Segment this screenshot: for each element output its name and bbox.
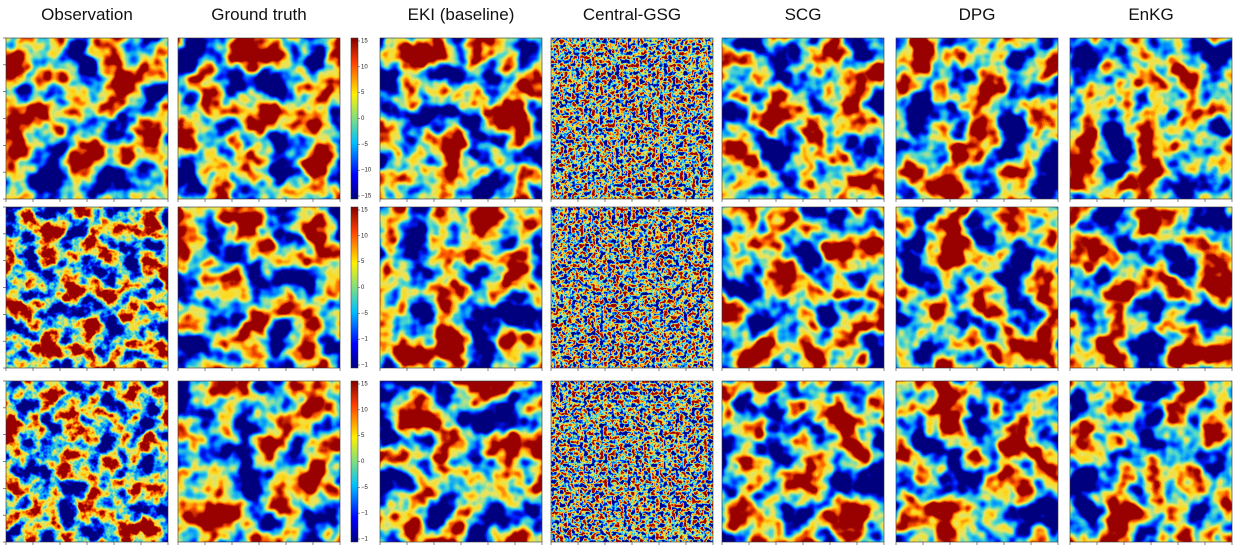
colorbar-label: −1 xyxy=(361,537,369,543)
field-image xyxy=(722,38,884,199)
field-image xyxy=(178,207,340,368)
colorbar-label: −5 xyxy=(361,311,369,317)
field-image xyxy=(178,38,340,199)
colorbar-label: 0 xyxy=(361,285,365,291)
colorbar-label: −15 xyxy=(361,194,372,200)
colorbar-label: 5 xyxy=(361,90,365,96)
column-title: EKI (baseline) xyxy=(408,5,515,24)
colorbar-label: 15 xyxy=(361,39,368,45)
colorbar-label: 0 xyxy=(361,116,365,122)
field-image xyxy=(722,207,884,368)
field-image xyxy=(896,207,1058,368)
colorbar-label: 10 xyxy=(361,64,368,70)
field-image xyxy=(551,207,713,368)
field-image xyxy=(722,381,884,542)
colorbar-label: −10 xyxy=(361,168,372,174)
colorbar-label: 5 xyxy=(361,259,365,265)
field-image xyxy=(1070,381,1232,542)
field-image xyxy=(896,38,1058,199)
field-image xyxy=(1070,207,1232,368)
column-title: EnKG xyxy=(1128,5,1173,24)
colorbar-label: −5 xyxy=(361,485,369,491)
field-image xyxy=(380,207,542,368)
colorbar-label: 15 xyxy=(361,208,368,214)
field-image xyxy=(380,381,542,542)
colorbar-label: 5 xyxy=(361,433,365,439)
column-title: DPG xyxy=(959,5,996,24)
field-image xyxy=(6,207,168,368)
column-title: Central-GSG xyxy=(583,5,681,24)
field-image xyxy=(6,381,168,542)
column-title: Observation xyxy=(41,5,133,24)
colorbar xyxy=(350,380,359,543)
column-title: SCG xyxy=(785,5,822,24)
field-image xyxy=(6,38,168,199)
colorbar xyxy=(350,206,359,369)
colorbar-label: −1 xyxy=(361,363,369,369)
colorbar-label: 15 xyxy=(361,382,368,388)
colorbar-label: −1 xyxy=(361,511,369,517)
field-image xyxy=(380,38,542,199)
colorbar-label: 10 xyxy=(361,233,368,239)
column-title: Ground truth xyxy=(211,5,306,24)
field-image xyxy=(551,38,713,199)
colorbar-label: −1 xyxy=(361,337,369,343)
field-image xyxy=(896,381,1058,542)
field-image xyxy=(178,381,340,542)
colorbar-label: −5 xyxy=(361,142,369,148)
colorbar-label: 0 xyxy=(361,459,365,465)
field-image xyxy=(551,381,713,542)
field-image xyxy=(1070,38,1232,199)
colorbar xyxy=(350,37,359,200)
colorbar-label: 10 xyxy=(361,407,368,413)
